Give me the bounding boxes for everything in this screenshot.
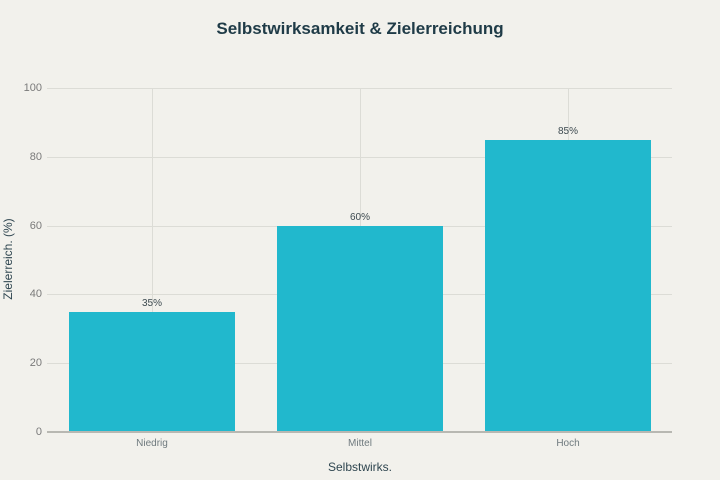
chart-title: Selbstwirksamkeit & Zielerreichung [216, 19, 504, 38]
y-tick-0: 0 [35, 426, 42, 438]
gridline-100 [47, 88, 672, 89]
x-tick-niedrig: Niedrig [136, 438, 168, 449]
y-tick-80: 80 [29, 151, 42, 163]
bar-hoch[interactable] [485, 140, 651, 432]
x-axis-label: Selbstwirks. [327, 460, 392, 474]
y-tick-100: 100 [23, 82, 42, 94]
gridline-v-niedrig [152, 88, 153, 432]
data-label-hoch: 85% [557, 126, 578, 137]
data-label-niedrig: 35% [141, 298, 162, 309]
data-label-mittel: 60% [349, 212, 370, 223]
y-tick-40: 40 [29, 288, 42, 300]
x-tick-hoch: Hoch [556, 438, 580, 449]
bar-mittel[interactable] [277, 226, 443, 432]
y-tick-20: 20 [29, 357, 42, 369]
x-axis-line [47, 431, 672, 433]
bar-niedrig[interactable] [69, 312, 235, 432]
gridline-80 [47, 157, 672, 158]
y-tick-60: 60 [29, 220, 42, 232]
x-tick-mittel: Mittel [348, 438, 372, 449]
